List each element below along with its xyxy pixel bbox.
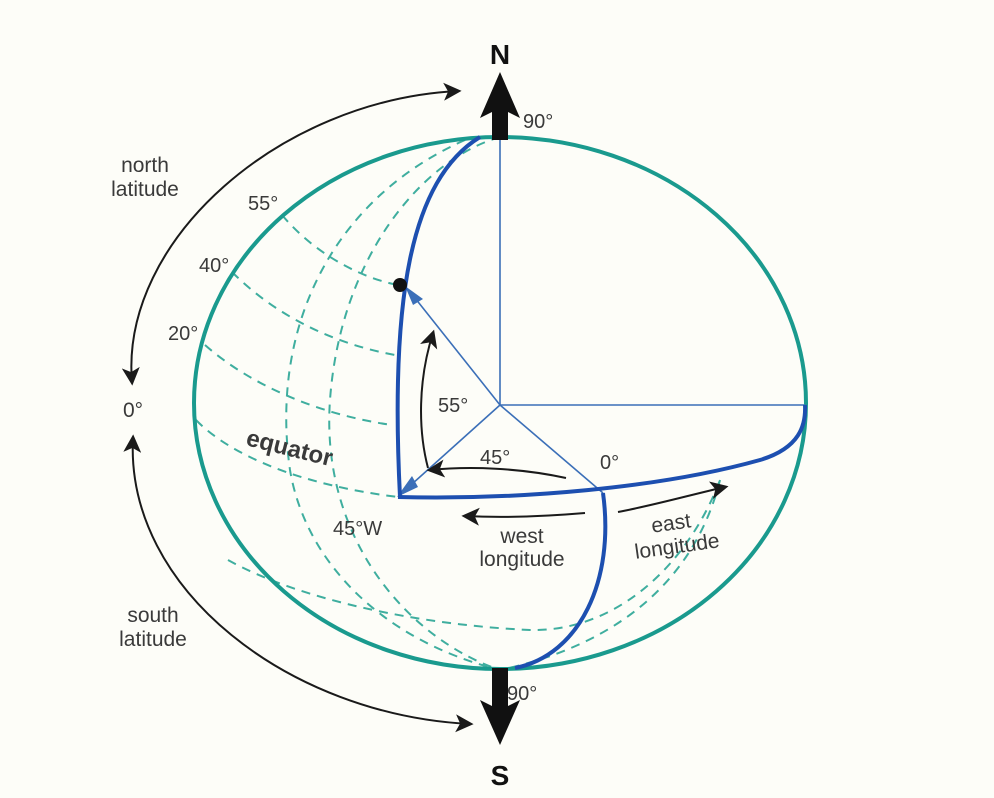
south-label: S bbox=[491, 760, 510, 791]
meridian-45w-label: 45°W bbox=[333, 518, 382, 540]
south-arrow bbox=[480, 668, 520, 745]
equator-label: equator bbox=[244, 425, 336, 472]
prime-meridian-label: 0° bbox=[600, 452, 619, 474]
axis-to-point bbox=[410, 292, 501, 406]
latitude-line-40 bbox=[231, 271, 396, 356]
latitude-tick-40: 40° bbox=[199, 255, 229, 277]
zero-latitude-label: 0° bbox=[123, 399, 143, 422]
latitude-line-55 bbox=[281, 214, 399, 286]
south-latitude-arrow bbox=[123, 434, 474, 733]
south-latitude-label-line1: south bbox=[127, 604, 178, 627]
latitude-line-20 bbox=[204, 344, 393, 426]
meridian-45w bbox=[395, 135, 482, 498]
axis-arrowhead-point bbox=[405, 286, 423, 305]
latitude-angle-arrow bbox=[420, 329, 438, 469]
north-latitude-label-line1: north bbox=[121, 154, 169, 177]
east-longitude-arrow bbox=[617, 481, 729, 513]
longitude-angle-arrow bbox=[426, 459, 567, 479]
south-latitude-label-line2: latitude bbox=[119, 628, 187, 651]
east-longitude-label-line2: longitude bbox=[633, 529, 721, 564]
meridian-line-front bbox=[499, 479, 721, 671]
north-latitude-label-line2: latitude bbox=[111, 178, 179, 201]
equator-line bbox=[397, 404, 808, 500]
latitude-tick-55: 55° bbox=[248, 193, 278, 215]
north-latitude-arrow bbox=[121, 82, 462, 386]
east-longitude-label-line1: east bbox=[650, 509, 693, 537]
north-arrow bbox=[480, 72, 520, 140]
prime-meridian bbox=[514, 492, 608, 670]
west-longitude-label-line2: longitude bbox=[479, 548, 564, 571]
meridian-line-back-2 bbox=[328, 136, 501, 671]
south-pole-angle: 90° bbox=[507, 683, 537, 705]
axis-to-prime-meridian bbox=[499, 404, 604, 494]
north-label: N bbox=[490, 39, 510, 70]
north-pole-angle: 90° bbox=[523, 111, 553, 133]
west-longitude-arrow bbox=[461, 507, 586, 526]
longitude-angle-label: 45° bbox=[480, 447, 510, 469]
west-longitude-label-line1: west bbox=[499, 525, 543, 548]
latitude-tick-20: 20° bbox=[168, 323, 198, 345]
location-point bbox=[393, 278, 407, 292]
latitude-angle-label: 55° bbox=[438, 395, 468, 417]
